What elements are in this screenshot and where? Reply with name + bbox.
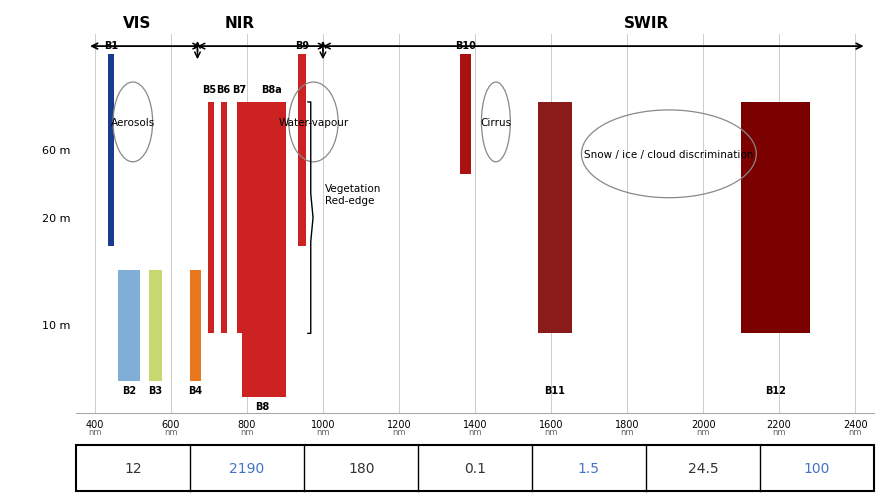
Text: B2: B2 <box>122 385 136 395</box>
Text: 2190: 2190 <box>229 461 265 475</box>
Text: nm: nm <box>392 427 406 436</box>
Bar <box>108 55 114 246</box>
Text: B3: B3 <box>149 385 162 395</box>
Text: Snow / ice / cloud discrimination: Snow / ice / cloud discrimination <box>584 149 754 159</box>
Text: B6: B6 <box>216 85 230 95</box>
Text: nm: nm <box>316 427 330 436</box>
Text: Water-vapour: Water-vapour <box>278 118 349 128</box>
Text: SWIR: SWIR <box>624 16 669 31</box>
Bar <box>242 103 285 397</box>
Text: Vegetation
Red-edge: Vegetation Red-edge <box>325 183 381 205</box>
Text: 60 m: 60 m <box>42 146 70 155</box>
Text: B8a: B8a <box>261 85 282 95</box>
Text: B11: B11 <box>544 385 566 395</box>
Text: B5: B5 <box>202 85 217 95</box>
Bar <box>190 270 202 381</box>
Text: 0.1: 0.1 <box>464 461 486 475</box>
Text: B1: B1 <box>104 41 119 51</box>
Text: nm: nm <box>620 427 634 436</box>
Text: B12: B12 <box>764 385 786 395</box>
Text: 12: 12 <box>124 461 142 475</box>
Text: nm: nm <box>468 427 482 436</box>
Bar <box>149 270 162 381</box>
Text: nm: nm <box>88 427 102 436</box>
Bar <box>459 55 471 174</box>
Text: nm: nm <box>848 427 862 436</box>
Text: nm: nm <box>544 427 558 436</box>
Text: B10: B10 <box>455 41 476 51</box>
Text: Cirrus: Cirrus <box>480 118 511 128</box>
Text: B8: B8 <box>255 401 269 411</box>
Text: 10 m: 10 m <box>42 321 70 331</box>
Text: B9: B9 <box>295 41 310 51</box>
Text: VIS: VIS <box>122 16 151 31</box>
Bar <box>118 270 140 381</box>
Text: 1.5: 1.5 <box>578 461 599 475</box>
Text: 24.5: 24.5 <box>688 461 718 475</box>
Text: nm: nm <box>772 427 786 436</box>
Text: B7: B7 <box>232 85 246 95</box>
Bar <box>538 103 572 334</box>
Text: 180: 180 <box>348 461 375 475</box>
Text: NIR: NIR <box>224 16 254 31</box>
Text: B4: B4 <box>188 385 202 395</box>
Text: nm: nm <box>164 427 178 436</box>
Bar <box>236 103 244 334</box>
Text: nm: nm <box>240 427 253 436</box>
Bar <box>741 103 810 334</box>
Bar <box>208 103 213 334</box>
Bar <box>298 55 306 246</box>
Text: 100: 100 <box>804 461 830 475</box>
Text: nm: nm <box>697 427 710 436</box>
Text: 20 m: 20 m <box>42 213 70 223</box>
Bar <box>221 103 227 334</box>
Bar <box>268 103 276 334</box>
Text: Aerosols: Aerosols <box>111 118 155 128</box>
